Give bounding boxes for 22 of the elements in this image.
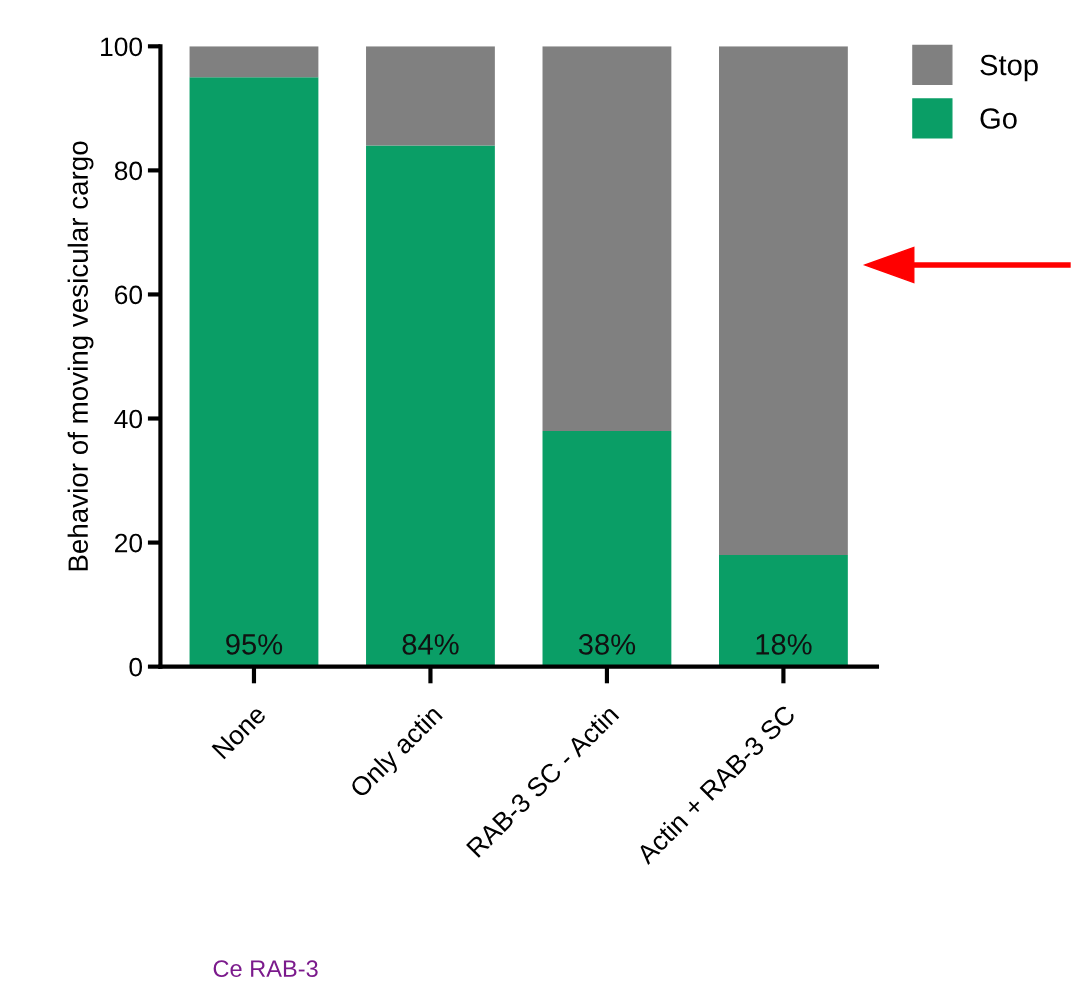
y-tick-label: 40 [114,409,143,429]
bar [189,77,319,667]
data-label: 38% [578,634,636,655]
text: Ce RAB-3 [213,960,318,978]
bar [719,46,848,555]
data-label: 18% [756,634,812,655]
y-tick-label: 100 [101,37,143,57]
bar [719,554,848,667]
data-label: 84% [402,634,459,655]
bar [542,46,672,431]
y-axis-title: Behavior of moving vesicular cargo [67,141,94,571]
bar [366,145,495,667]
bar [542,430,672,667]
legend-label: Stop [980,54,1038,82]
y-tick-label: 80 [114,161,143,181]
legend-label: Go [980,108,1017,129]
y-tick-label: 20 [115,533,143,553]
bar [366,46,495,146]
y-tick-label: 0 [129,657,143,677]
data-label: 95% [226,634,283,655]
bar [189,46,319,78]
y-tick-label: 60 [115,285,143,305]
